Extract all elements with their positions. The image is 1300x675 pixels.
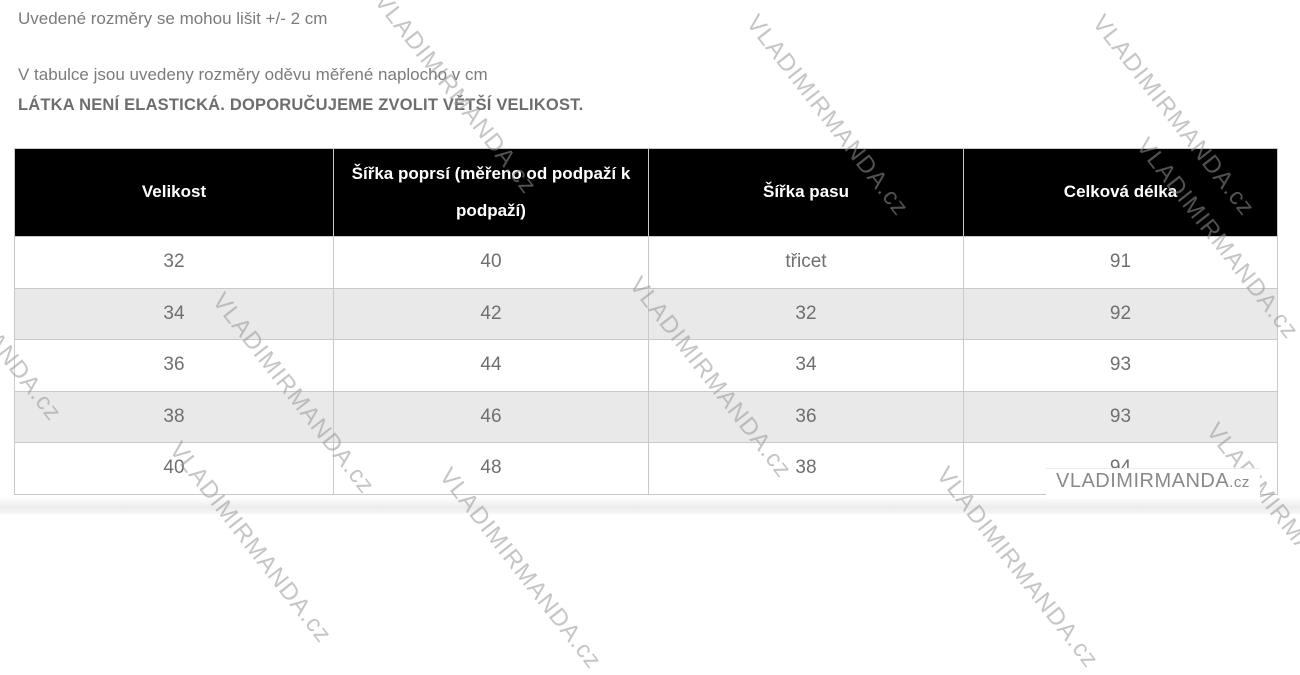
table-cell: 34	[14, 287, 334, 340]
header-cell-sirka-pasu: Šířka pasu	[648, 148, 964, 237]
site-logo-name: VLADIMIRMANDA	[1056, 470, 1230, 492]
table-cell: 48	[333, 442, 649, 495]
header-cell-sirka-poprsi: Šířka poprsí (měřeno od podpaží k podpaž…	[333, 148, 649, 237]
table-row: 32 40 třicet 91	[14, 236, 1278, 289]
site-logo-tld: .cz	[1229, 474, 1250, 491]
table-cell: 38	[648, 442, 964, 495]
table-row: 36 44 34 93	[14, 339, 1278, 392]
table-cell: 32	[14, 236, 334, 289]
size-table: Velikost Šířka poprsí (měřeno od podpaží…	[14, 148, 1278, 495]
table-cell: 42	[333, 287, 649, 340]
header-cell-velikost: Velikost	[14, 148, 334, 237]
table-cell: 40	[333, 236, 649, 289]
table-cell: 93	[963, 339, 1278, 392]
table-cell: 40	[14, 442, 334, 495]
note-measurement-method: V tabulce jsou uvedeny rozměry oděvu měř…	[18, 65, 488, 84]
table-cell: 38	[14, 390, 334, 443]
table-row: 38 46 36 93	[14, 390, 1278, 443]
table-cell: 92	[963, 287, 1278, 340]
table-cell: 36	[648, 390, 964, 443]
table-cell: 93	[963, 390, 1278, 443]
note-tolerance: Uvedené rozměry se mohou lišit +/- 2 cm	[18, 9, 328, 28]
header-cell-celkova-delka: Celková délka	[963, 148, 1278, 237]
watermark-text: VLADIMIRMANDA.cz	[433, 463, 607, 675]
table-cell: 91	[963, 236, 1278, 289]
table-cell: třicet	[648, 236, 964, 289]
table-cell: 44	[333, 339, 649, 392]
table-cell: 32	[648, 287, 964, 340]
table-row: 34 42 32 92	[14, 287, 1278, 340]
table-cell: 46	[333, 390, 649, 443]
table-cell: 34	[648, 339, 964, 392]
table-cell: 36	[14, 339, 334, 392]
size-table-header-row: Velikost Šířka poprsí (měřeno od podpaží…	[14, 148, 1278, 237]
bottom-gradient-strip	[0, 497, 1300, 514]
note-fabric-warning: LÁTKA NENÍ ELASTICKÁ. DOPORUČUJEME ZVOLI…	[18, 96, 584, 114]
site-logo: VLADIMIRMANDA.cz	[1046, 468, 1260, 499]
